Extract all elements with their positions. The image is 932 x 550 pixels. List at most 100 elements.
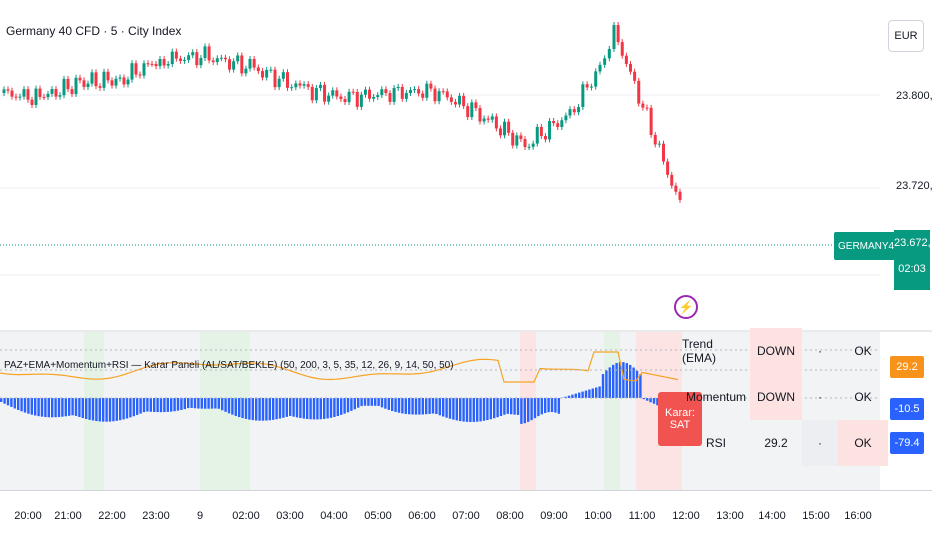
candle-body xyxy=(474,102,478,109)
candle-body xyxy=(273,69,277,88)
histogram-bar xyxy=(527,398,530,422)
histogram-bar xyxy=(404,398,407,414)
histogram-bar xyxy=(238,398,241,418)
histogram-bar xyxy=(598,386,601,398)
symbol-title[interactable]: Germany 40 CFD · 5 · City Index xyxy=(6,24,182,38)
histogram-bar xyxy=(197,398,200,409)
histogram-bar xyxy=(88,398,91,420)
histogram-bar xyxy=(380,398,384,408)
histogram-bar xyxy=(350,398,353,411)
histogram-bar xyxy=(241,398,244,419)
histogram-bar xyxy=(346,398,350,413)
candle-body xyxy=(462,95,466,107)
histogram-bar xyxy=(374,398,377,406)
histogram-bar xyxy=(652,398,656,404)
candle-body xyxy=(486,118,490,120)
row-status: OK xyxy=(838,420,888,466)
candle-body xyxy=(102,71,106,88)
histogram-bar xyxy=(323,398,326,419)
candle-body xyxy=(543,136,547,140)
histogram-bar xyxy=(615,363,618,398)
indicator-title[interactable]: PAZ+EMA+Momentum+RSI — Karar Paneli (AL/… xyxy=(4,360,454,371)
histogram-bar xyxy=(272,398,275,420)
histogram-bar xyxy=(64,398,67,417)
histogram-bar xyxy=(0,398,3,402)
candle-body xyxy=(372,96,376,99)
candle-body xyxy=(662,143,665,162)
candle-body xyxy=(392,87,396,102)
time-tick: 21:00 xyxy=(54,510,82,522)
histogram-bar xyxy=(163,398,166,413)
candle-body xyxy=(466,106,470,118)
histogram-bar xyxy=(98,398,101,422)
histogram-bar xyxy=(47,398,50,418)
histogram-bar xyxy=(78,398,81,418)
candle-body xyxy=(581,84,585,108)
histogram-bar xyxy=(136,398,139,415)
candle-body xyxy=(612,24,616,49)
candle-body xyxy=(498,128,502,136)
row-status: OK xyxy=(854,344,872,358)
candle-body xyxy=(150,63,154,65)
histogram-bar xyxy=(469,398,472,422)
candle-body xyxy=(2,89,6,94)
histogram-bar xyxy=(428,398,431,414)
histogram-bar xyxy=(146,398,149,412)
candle-body xyxy=(154,63,158,67)
time-tick: 20:00 xyxy=(14,510,42,522)
candle-body xyxy=(18,96,22,98)
candle-body xyxy=(503,121,507,136)
time-tick: 23:00 xyxy=(142,510,170,522)
candle-body xyxy=(653,134,657,145)
histogram-bar xyxy=(85,398,88,419)
candle-body xyxy=(323,84,327,102)
lightning-icon[interactable]: ⚡ xyxy=(674,295,698,319)
histogram-bar xyxy=(200,398,203,409)
candle-body xyxy=(10,90,14,97)
candle-body xyxy=(183,59,187,61)
histogram-bar xyxy=(27,398,30,414)
candle-body xyxy=(191,52,195,56)
histogram-bar xyxy=(438,398,441,416)
histogram-bar xyxy=(421,398,424,415)
decision-table: Trend (EMA) DOWN · OK Momentum DOWN · OK… xyxy=(682,328,888,468)
histogram-bar xyxy=(71,398,74,416)
histogram-bar xyxy=(224,398,227,412)
rsi-value-badge: 29.2 xyxy=(890,356,924,378)
candle-body xyxy=(248,58,252,69)
candle-body xyxy=(277,78,281,88)
histogram-bar xyxy=(608,367,611,398)
candle-body xyxy=(657,143,661,145)
highlight-zone xyxy=(604,332,620,490)
candle-body xyxy=(670,174,674,186)
candle-body xyxy=(384,89,388,94)
currency-button[interactable]: EUR xyxy=(888,20,924,52)
histogram-bar xyxy=(384,398,387,409)
histogram-bar xyxy=(642,398,645,400)
histogram-bar xyxy=(493,398,496,419)
histogram-bar xyxy=(588,389,591,398)
histogram-bar xyxy=(61,398,64,417)
histogram-bar xyxy=(20,398,23,412)
histogram-bar xyxy=(513,398,516,415)
candle-body xyxy=(265,69,269,78)
candle-body xyxy=(203,46,207,58)
row-value: DOWN xyxy=(750,328,802,374)
histogram-bar xyxy=(550,398,554,413)
candle-body xyxy=(527,146,531,148)
candle-body xyxy=(110,80,114,86)
histogram-bar xyxy=(108,398,112,422)
time-tick: 07:00 xyxy=(452,510,480,522)
histogram-bar xyxy=(442,398,445,417)
histogram-bar xyxy=(95,398,98,422)
highlight-zones xyxy=(84,332,682,490)
candle-body xyxy=(335,90,339,97)
price-tick: 23.720,0 xyxy=(896,180,932,192)
candle-body xyxy=(339,96,343,100)
histogram-bar xyxy=(523,398,526,424)
histogram-bar xyxy=(170,398,173,412)
candle-body xyxy=(232,61,236,70)
candle-body xyxy=(286,72,289,88)
histogram-bar xyxy=(30,398,33,415)
